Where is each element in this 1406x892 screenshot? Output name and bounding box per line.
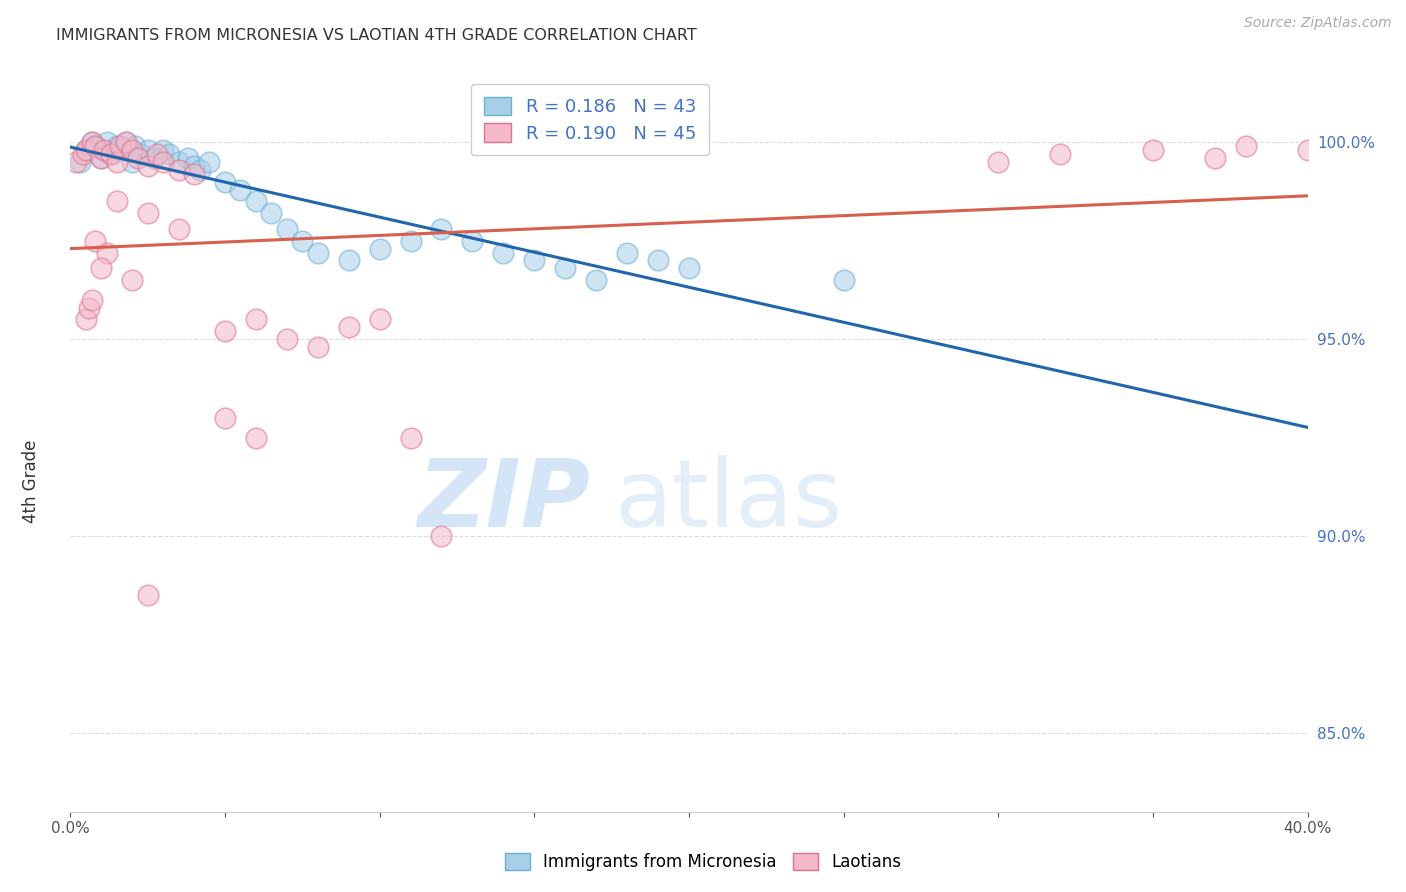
Point xyxy=(832,273,855,287)
Point xyxy=(616,245,638,260)
Point xyxy=(77,301,100,315)
Point xyxy=(80,135,103,149)
Point xyxy=(152,155,174,169)
Point xyxy=(276,222,298,236)
Point xyxy=(245,431,267,445)
Point xyxy=(105,155,128,169)
Point xyxy=(136,159,159,173)
Point xyxy=(121,273,143,287)
Point xyxy=(136,588,159,602)
Point xyxy=(96,135,118,149)
Point xyxy=(307,340,329,354)
Point xyxy=(121,155,143,169)
Point xyxy=(108,139,131,153)
Point xyxy=(80,293,103,307)
Point xyxy=(90,261,112,276)
Point xyxy=(146,147,169,161)
Point xyxy=(84,139,107,153)
Point xyxy=(65,155,87,169)
Point xyxy=(136,206,159,220)
Point xyxy=(276,332,298,346)
Point xyxy=(1204,151,1226,165)
Point xyxy=(307,245,329,260)
Text: atlas: atlas xyxy=(614,455,844,547)
Point xyxy=(84,234,107,248)
Legend: R = 0.186   N = 43, R = 0.190   N = 45: R = 0.186 N = 43, R = 0.190 N = 45 xyxy=(471,84,709,155)
Text: IMMIGRANTS FROM MICRONESIA VS LAOTIAN 4TH GRADE CORRELATION CHART: IMMIGRANTS FROM MICRONESIA VS LAOTIAN 4T… xyxy=(56,29,697,43)
Point xyxy=(554,261,576,276)
Point xyxy=(100,147,122,161)
Point xyxy=(183,159,205,173)
Point xyxy=(90,151,112,165)
Point xyxy=(198,155,221,169)
Point xyxy=(368,242,391,256)
Text: Source: ZipAtlas.com: Source: ZipAtlas.com xyxy=(1244,16,1392,29)
Point xyxy=(188,162,211,177)
Point xyxy=(430,529,453,543)
Point xyxy=(93,143,115,157)
Point xyxy=(177,151,200,165)
Point xyxy=(523,253,546,268)
Point xyxy=(127,151,149,165)
Point xyxy=(115,135,138,149)
Point xyxy=(399,431,422,445)
Point xyxy=(337,320,360,334)
Point xyxy=(167,155,190,169)
Point xyxy=(152,143,174,157)
Point xyxy=(245,194,267,209)
Point xyxy=(368,312,391,326)
Point xyxy=(115,135,138,149)
Point xyxy=(647,253,669,268)
Legend: Immigrants from Micronesia, Laotians: Immigrants from Micronesia, Laotians xyxy=(496,845,910,880)
Point xyxy=(100,147,122,161)
Point xyxy=(72,147,94,161)
Point xyxy=(430,222,453,236)
Point xyxy=(142,151,165,165)
Point xyxy=(1234,139,1257,153)
Point xyxy=(80,135,103,149)
Point xyxy=(291,234,314,248)
Text: ZIP: ZIP xyxy=(418,455,591,547)
Point xyxy=(183,167,205,181)
Point xyxy=(214,175,236,189)
Point xyxy=(69,155,91,169)
Point xyxy=(121,143,143,157)
Text: 4th Grade: 4th Grade xyxy=(22,440,39,524)
Point xyxy=(229,182,252,196)
Point xyxy=(461,234,484,248)
Point xyxy=(90,151,112,165)
Point xyxy=(105,194,128,209)
Point xyxy=(75,312,97,326)
Point xyxy=(131,147,153,161)
Point xyxy=(75,143,97,157)
Point xyxy=(214,324,236,338)
Point xyxy=(399,234,422,248)
Point xyxy=(167,162,190,177)
Point xyxy=(987,155,1010,169)
Point xyxy=(157,147,180,161)
Point xyxy=(245,312,267,326)
Point xyxy=(105,139,128,153)
Point xyxy=(108,143,131,157)
Point xyxy=(337,253,360,268)
Point xyxy=(124,139,146,153)
Point xyxy=(96,245,118,260)
Point xyxy=(1142,143,1164,157)
Point xyxy=(678,261,700,276)
Point xyxy=(1296,143,1319,157)
Point xyxy=(260,206,283,220)
Point xyxy=(167,222,190,236)
Point xyxy=(214,411,236,425)
Point xyxy=(75,143,97,157)
Point xyxy=(84,139,107,153)
Point xyxy=(1049,147,1071,161)
Point xyxy=(585,273,607,287)
Point xyxy=(93,143,115,157)
Point xyxy=(492,245,515,260)
Point xyxy=(136,143,159,157)
